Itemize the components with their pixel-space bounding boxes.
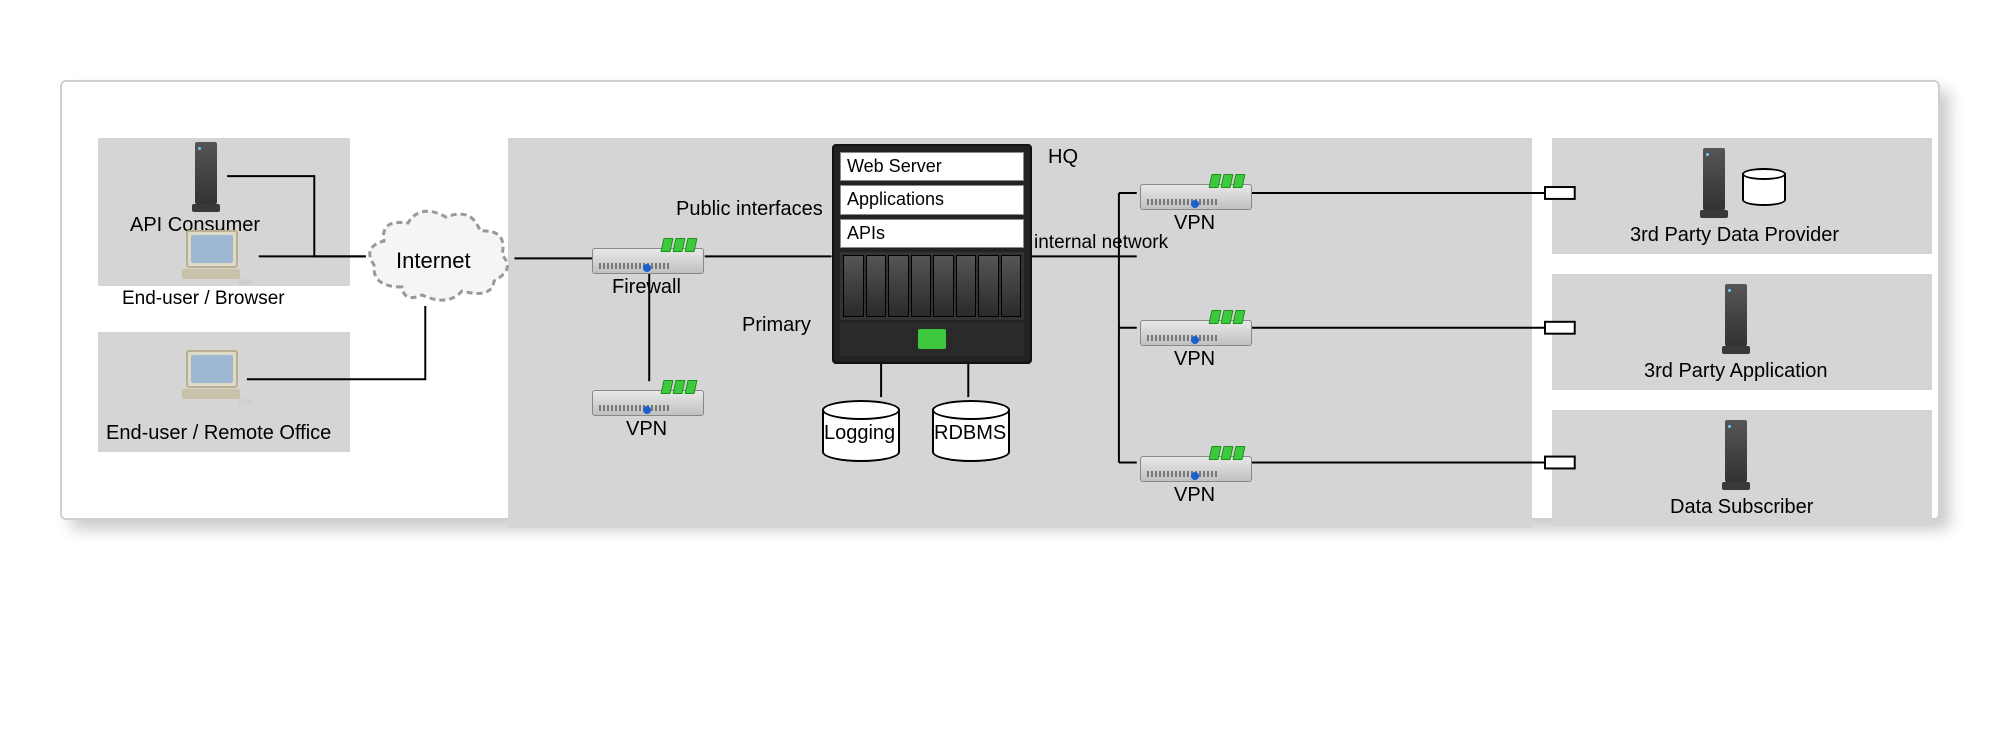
label-internal-network: internal network [1034, 232, 1168, 254]
desktop-icon [182, 350, 252, 405]
vpn-icon [1140, 178, 1252, 210]
database-icon [1742, 168, 1786, 208]
label-internet: Internet [396, 248, 471, 274]
chassis-slot: Applications [840, 185, 1024, 214]
firewall-icon [592, 242, 704, 274]
label-logging: Logging [824, 422, 895, 445]
server-icon [192, 142, 220, 212]
label-vpn-2: VPN [1174, 348, 1215, 371]
label-end-user: End-user / Browser [122, 288, 285, 310]
chassis-slot: Web Server [840, 152, 1024, 181]
label-vpn-1: VPN [1174, 212, 1215, 235]
label-firewall: Firewall [612, 276, 681, 299]
label-remote-office: End-user / Remote Office [106, 422, 331, 445]
label-ext-1: 3rd Party Data Provider [1630, 224, 1839, 247]
desktop-icon [182, 230, 252, 285]
blade-chassis-icon: Web Server Applications APIs [832, 144, 1032, 364]
label-ext-3: Data Subscriber [1670, 496, 1813, 519]
chassis-slot: APIs [840, 219, 1024, 248]
label-ext-2: 3rd Party Application [1644, 360, 1827, 383]
label-primary: Primary [742, 314, 811, 337]
label-rdbms: RDBMS [934, 422, 1006, 445]
vpn-icon [592, 384, 704, 416]
vpn-icon [1140, 450, 1252, 482]
vpn-icon [1140, 314, 1252, 346]
label-public-interfaces: Public interfaces [676, 198, 823, 221]
label-vpn-hq: VPN [626, 418, 667, 441]
server-icon [1722, 420, 1750, 490]
diagram-canvas: API Consumer End-user / Browser End-user… [40, 40, 1960, 691]
server-icon [1722, 284, 1750, 354]
label-vpn-3: VPN [1174, 484, 1215, 507]
label-hq: HQ [1048, 146, 1078, 169]
diagram-frame: API Consumer End-user / Browser End-user… [60, 80, 1940, 520]
server-icon [1700, 148, 1728, 218]
